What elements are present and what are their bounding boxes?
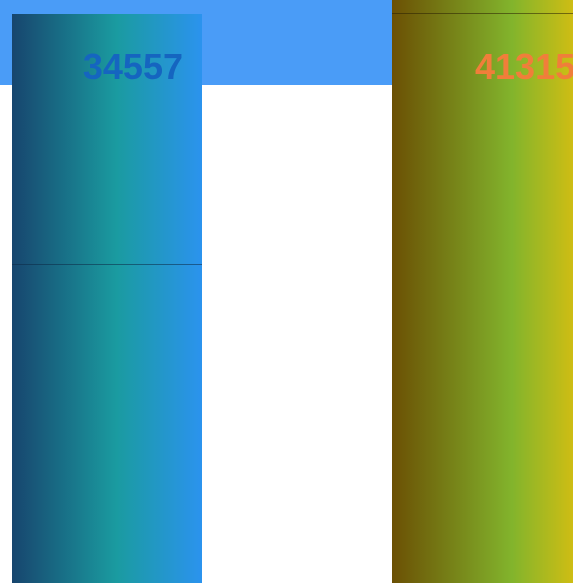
bar-2-value-label: 41315 xyxy=(475,46,573,87)
bar-1-value-label: 34557 xyxy=(83,46,183,87)
bar-1 xyxy=(12,14,202,583)
bar-2 xyxy=(392,0,573,583)
